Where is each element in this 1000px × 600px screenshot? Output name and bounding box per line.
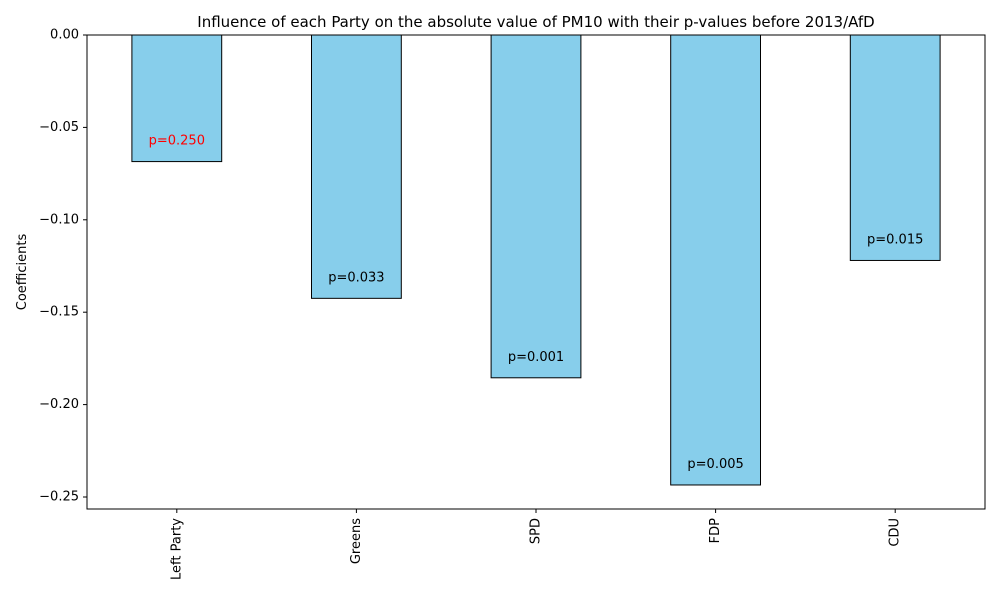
x-tick-label: Greens [349, 518, 364, 564]
bar-spd [490, 34, 582, 379]
bar-greens [311, 34, 402, 299]
y-tick-label: 0.00 [50, 28, 79, 43]
y-tick-label: −0.05 [39, 120, 79, 135]
y-tick-label: −0.25 [39, 489, 79, 504]
p-value-label: p=0.001 [508, 350, 564, 365]
plot-area-frame [86, 34, 986, 510]
bar-cdu [849, 34, 941, 261]
p-value-label: p=0.005 [687, 457, 743, 472]
x-tick-label: SPD [529, 518, 544, 544]
x-axis-ticks: Left Party Greens SPD FDP CDU [169, 509, 903, 580]
x-tick-label: Left Party [169, 518, 184, 580]
p-value-label: p=0.250 [149, 134, 205, 149]
y-axis-label: Coefficients [15, 234, 30, 311]
y-tick-label: −0.20 [39, 397, 79, 412]
p-value-label: p=0.015 [867, 232, 923, 247]
p-value-labels-group: p=0.250 p=0.033 p=0.001 p=0.005 p=0.015 [149, 134, 924, 472]
y-tick-label: −0.10 [39, 212, 79, 227]
chart-title: Influence of each Party on the absolute … [197, 13, 874, 31]
bars-group [131, 34, 941, 486]
bar-fdp [670, 34, 762, 486]
y-axis-ticks: 0.00 −0.05 −0.10 −0.15 −0.20 −0.25 [39, 28, 87, 504]
bar-left-party [131, 34, 223, 163]
p-value-label: p=0.033 [328, 270, 384, 285]
x-tick-label: FDP [708, 518, 723, 543]
y-tick-label: −0.15 [39, 305, 79, 320]
x-tick-label: CDU [888, 518, 903, 547]
